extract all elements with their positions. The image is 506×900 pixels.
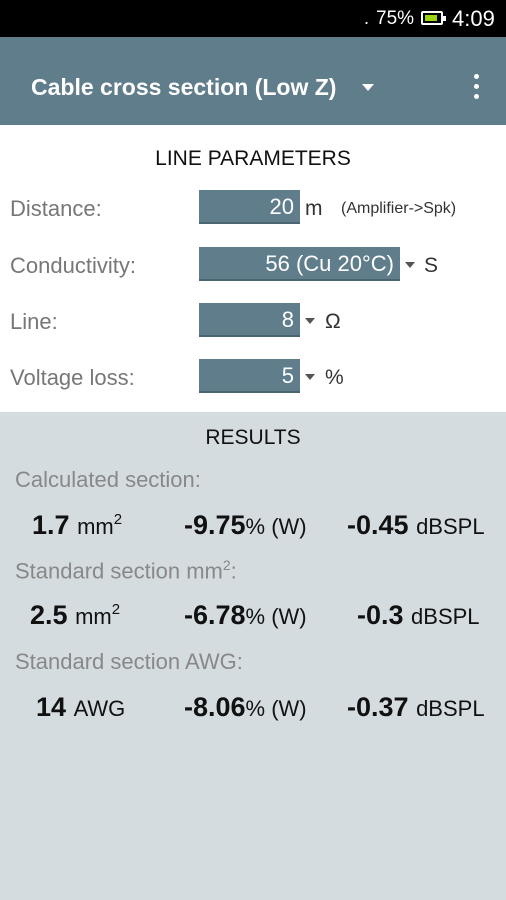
- line-parameters-header: LINE PARAMETERS: [155, 147, 351, 170]
- clock: 4:09: [452, 6, 495, 31]
- mode-selector-title[interactable]: Cable cross section (Low Z): [31, 74, 337, 100]
- app-bar: Cable cross section (Low Z): [0, 37, 506, 125]
- standard-mm-loss-value: -6.78% (W): [184, 600, 307, 630]
- standard-awg-loss-value: -8.06% (W): [184, 692, 307, 722]
- standard-awg-section-value: 14 AWG: [36, 692, 126, 722]
- standard-mm-section-value: 2.5 mm2: [30, 600, 121, 630]
- chevron-down-icon[interactable]: [305, 318, 315, 324]
- conductivity-select[interactable]: 56 (Cu 20°C): [199, 247, 400, 281]
- calculated-section-label: Calculated section:: [15, 467, 201, 492]
- results-header: RESULTS: [205, 426, 301, 449]
- standard-awg-db-value: -0.37 dBSPL: [347, 692, 485, 722]
- conductivity-unit: S: [424, 254, 439, 277]
- distance-note: (Amplifier->Spk): [341, 200, 457, 217]
- line-label: Line:: [10, 309, 58, 334]
- battery-icon: [421, 11, 446, 25]
- overflow-menu-icon[interactable]: [466, 73, 486, 101]
- line-unit: Ω: [325, 310, 341, 333]
- chevron-down-icon[interactable]: [405, 262, 415, 268]
- standard-mm-db-value: -0.3 dBSPL: [357, 600, 480, 630]
- voltage-loss-label: Voltage loss:: [10, 365, 135, 390]
- standard-awg-label: Standard section AWG:: [15, 649, 243, 674]
- calculated-db-value: -0.45 dBSPL: [347, 510, 485, 540]
- chevron-down-icon[interactable]: [362, 84, 374, 91]
- calculated-loss-value: -9.75% (W): [184, 510, 307, 540]
- voltage-loss-unit: %: [325, 366, 344, 389]
- battery-percent: 75%: [376, 8, 415, 29]
- line-impedance-select[interactable]: 8: [199, 303, 300, 337]
- conductivity-label: Conductivity:: [10, 253, 136, 278]
- status-bar: . 75% 4:09: [0, 0, 506, 37]
- chevron-down-icon[interactable]: [305, 374, 315, 380]
- distance-unit: m: [305, 197, 323, 220]
- standard-mm-label: Standard section mm2:: [15, 557, 237, 584]
- calculated-section-value: 1.7 mm2: [32, 510, 123, 540]
- distance-input[interactable]: 20: [199, 190, 300, 224]
- signal-indicator: .: [364, 8, 370, 28]
- distance-label: Distance:: [10, 196, 102, 221]
- voltage-loss-select[interactable]: 5: [199, 359, 300, 393]
